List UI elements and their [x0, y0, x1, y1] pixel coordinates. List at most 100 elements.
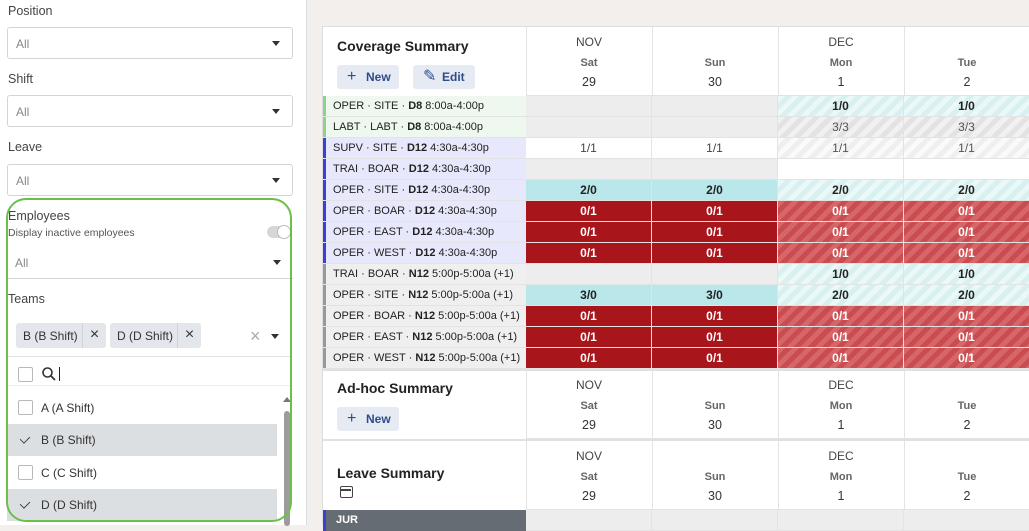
- coverage-row-label[interactable]: OPER · BOAR · D12 4:30a-4:30p: [323, 201, 526, 222]
- scroll-up-icon[interactable]: [283, 397, 291, 402]
- clear-icon[interactable]: ×: [250, 326, 261, 346]
- coverage-cell[interactable]: 0/1: [652, 222, 778, 243]
- leave-cell[interactable]: [904, 510, 1029, 531]
- new-coverage-button[interactable]: + New: [337, 65, 399, 89]
- coverage-cell[interactable]: 0/1: [526, 243, 652, 264]
- coverage-row-label[interactable]: OPER · WEST · D12 4:30a-4:30p: [323, 243, 526, 264]
- coverage-row-label[interactable]: OPER · BOAR · N12 5:00p-5:00a (+1): [323, 306, 526, 327]
- coverage-row-label[interactable]: OPER · EAST · N12 5:00p-5:00a (+1): [323, 327, 526, 348]
- coverage-cell[interactable]: 3/0: [526, 285, 652, 306]
- coverage-cell[interactable]: 1/1: [904, 138, 1029, 159]
- coverage-cell[interactable]: 1/0: [904, 96, 1029, 117]
- coverage-cell[interactable]: [526, 96, 652, 117]
- team-option-d[interactable]: D (D Shift): [7, 489, 277, 521]
- coverage-cell[interactable]: 0/1: [652, 201, 778, 222]
- coverage-row-label[interactable]: LABT · LABT · D8 8:00a-4:00p: [323, 117, 526, 138]
- team-option-a[interactable]: A (A Shift): [7, 392, 277, 424]
- shift-color-bar: [323, 222, 326, 242]
- coverage-cell[interactable]: 1/0: [778, 96, 904, 117]
- scrollbar-thumb[interactable]: [284, 411, 290, 526]
- option-checkbox[interactable]: [18, 465, 33, 480]
- coverage-cell[interactable]: 0/1: [904, 222, 1029, 243]
- coverage-cell[interactable]: 0/1: [652, 306, 778, 327]
- chevron-down-icon[interactable]: [271, 334, 279, 339]
- coverage-cell[interactable]: 0/1: [652, 348, 778, 369]
- coverage-cell[interactable]: 2/0: [904, 285, 1029, 306]
- coverage-cell[interactable]: 0/1: [904, 201, 1029, 222]
- leave-cell[interactable]: [778, 510, 904, 531]
- leave-cell[interactable]: [652, 510, 778, 531]
- coverage-row-label[interactable]: TRAI · BOAR · N12 5:00p-5:00a (+1): [323, 264, 526, 285]
- shift-select[interactable]: All: [7, 95, 293, 127]
- coverage-cell[interactable]: 2/0: [652, 180, 778, 201]
- coverage-cell[interactable]: 2/0: [778, 285, 904, 306]
- coverage-cell[interactable]: 3/3: [778, 117, 904, 138]
- coverage-row-label[interactable]: OPER · SITE · D12 4:30a-4:30p: [323, 180, 526, 201]
- coverage-cell[interactable]: 0/1: [778, 327, 904, 348]
- coverage-cell[interactable]: 0/1: [778, 201, 904, 222]
- coverage-cell[interactable]: 0/1: [778, 243, 904, 264]
- coverage-cell[interactable]: 1/0: [904, 264, 1029, 285]
- coverage-cell[interactable]: [652, 96, 778, 117]
- inactive-employees-toggle[interactable]: [267, 225, 291, 239]
- coverage-cell[interactable]: 0/1: [904, 243, 1029, 264]
- coverage-cell[interactable]: 0/1: [526, 201, 652, 222]
- row-pre: OPER · SITE ·: [333, 100, 409, 112]
- calendar-icon[interactable]: [340, 486, 353, 498]
- coverage-cell[interactable]: 2/0: [526, 180, 652, 201]
- coverage-cell[interactable]: [526, 117, 652, 138]
- coverage-cell[interactable]: 0/1: [778, 348, 904, 369]
- coverage-cell[interactable]: [778, 159, 904, 180]
- coverage-cell[interactable]: 3/3: [904, 117, 1029, 138]
- coverage-cell[interactable]: 0/1: [526, 306, 652, 327]
- close-icon[interactable]: ×: [177, 323, 201, 348]
- coverage-cell[interactable]: 0/1: [526, 327, 652, 348]
- coverage-row-label[interactable]: SUPV · SITE · D12 4:30a-4:30p: [323, 138, 526, 159]
- coverage-row-label[interactable]: TRAI · BOAR · D12 4:30a-4:30p: [323, 159, 526, 180]
- coverage-cell[interactable]: 2/0: [904, 180, 1029, 201]
- leave-select[interactable]: All: [7, 164, 293, 196]
- coverage-cell[interactable]: 0/1: [778, 306, 904, 327]
- coverage-cell[interactable]: 1/1: [652, 138, 778, 159]
- coverage-cell[interactable]: 1/1: [526, 138, 652, 159]
- coverage-row-label[interactable]: OPER · SITE · D8 8:00a-4:00p: [323, 96, 526, 117]
- leave-row-label[interactable]: JUR: [323, 510, 526, 531]
- coverage-cell[interactable]: 0/1: [904, 348, 1029, 369]
- coverage-cell[interactable]: [526, 159, 652, 180]
- edit-coverage-button[interactable]: ✎ Edit: [413, 65, 475, 89]
- shift-color-bar: [323, 138, 326, 158]
- coverage-cell[interactable]: 0/1: [904, 327, 1029, 348]
- month-label: NOV: [575, 35, 602, 49]
- team-option-c[interactable]: C (C Shift): [7, 457, 277, 489]
- select-all-checkbox[interactable]: [18, 367, 33, 382]
- close-icon[interactable]: ×: [82, 323, 106, 348]
- coverage-cell[interactable]: [526, 264, 652, 285]
- coverage-cell[interactable]: [904, 159, 1029, 180]
- coverage-cell[interactable]: 0/1: [526, 222, 652, 243]
- coverage-cell[interactable]: 0/1: [778, 222, 904, 243]
- coverage-cell[interactable]: 2/0: [778, 180, 904, 201]
- coverage-cell[interactable]: 1/0: [778, 264, 904, 285]
- coverage-cell[interactable]: 0/1: [904, 306, 1029, 327]
- coverage-cell[interactable]: 0/1: [652, 327, 778, 348]
- coverage-cell[interactable]: 0/1: [526, 348, 652, 369]
- coverage-cell[interactable]: 3/0: [652, 285, 778, 306]
- coverage-row-label[interactable]: OPER · SITE · N12 5:00p-5:00a (+1): [323, 285, 526, 306]
- position-select[interactable]: All: [7, 27, 293, 59]
- new-adhoc-button[interactable]: + New: [337, 407, 399, 431]
- dropdown-scrollbar[interactable]: [283, 397, 291, 526]
- coverage-cell[interactable]: [652, 117, 778, 138]
- coverage-cell[interactable]: [652, 159, 778, 180]
- coverage-row-label[interactable]: OPER · EAST · D12 4:30a-4:30p: [323, 222, 526, 243]
- leave-cell[interactable]: [526, 510, 652, 531]
- option-checkbox[interactable]: [18, 400, 33, 415]
- employees-select[interactable]: All: [7, 247, 293, 279]
- team-option-b[interactable]: B (B Shift): [7, 424, 277, 456]
- coverage-cell[interactable]: 0/1: [652, 243, 778, 264]
- coverage-cell[interactable]: [652, 264, 778, 285]
- coverage-row-label[interactable]: OPER · WEST · N12 5:00p-5:00a (+1): [323, 348, 526, 369]
- search-input[interactable]: [59, 367, 60, 381]
- day-column-header: [778, 370, 904, 439]
- coverage-cell[interactable]: 1/1: [778, 138, 904, 159]
- day-number: 2: [963, 418, 971, 432]
